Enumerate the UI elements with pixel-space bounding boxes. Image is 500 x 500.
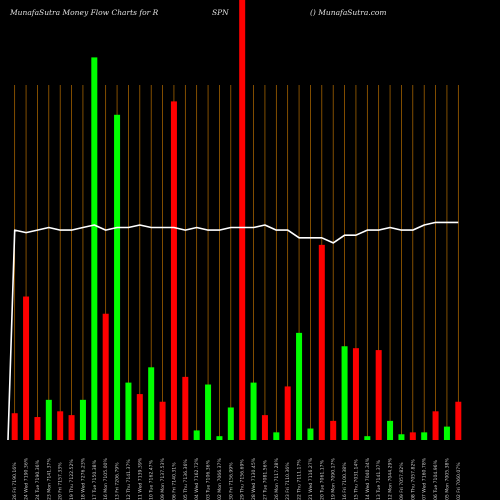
money-flow-bar xyxy=(91,57,98,441)
x-tick-label: 24 Wed 7190.36% xyxy=(24,457,30,500)
x-tick-label: 23 Fri 7110.36% xyxy=(285,462,291,500)
money-flow-bar xyxy=(432,411,439,440)
money-flow-bar xyxy=(23,296,30,440)
x-tick-label: 02 Fri 7060.07% xyxy=(456,462,462,500)
x-tick-label: 22 Thu 7111.17% xyxy=(297,459,303,500)
x-tick-label: 26 Fri 7190.16% xyxy=(12,462,18,500)
money-flow-bar xyxy=(182,376,189,440)
x-tick-label: 20 Tue 7061.17% xyxy=(319,459,325,500)
bars xyxy=(11,0,462,441)
money-flow-bar xyxy=(79,399,86,440)
grid-lines xyxy=(14,85,459,440)
money-flow-bar xyxy=(364,436,371,440)
money-flow-bar xyxy=(68,415,75,440)
money-flow-bar xyxy=(114,114,121,441)
x-tick-label: 18 Wed 7276.23% xyxy=(80,457,86,500)
money-flow-bar xyxy=(296,332,303,440)
x-tick-label: 16 Mon 7105.00% xyxy=(103,458,109,500)
money-flow-bar xyxy=(455,401,462,440)
money-flow-bar xyxy=(318,244,325,440)
x-tick-label: 08 Thu 7057.82% xyxy=(410,459,416,500)
money-flow-bar xyxy=(148,367,155,440)
money-flow-bar xyxy=(193,430,200,440)
money-flow-bar xyxy=(284,386,291,440)
money-flow-bar xyxy=(227,407,234,440)
x-tick-label: 02 Mon 7066.37% xyxy=(217,458,223,500)
x-tick-label: 11 Wed 7139.39% xyxy=(137,457,143,500)
money-flow-bar xyxy=(216,436,223,440)
chart-title-site: () MunafaSutra.com xyxy=(310,8,387,17)
money-flow-bar xyxy=(125,382,132,440)
x-tick-label: 09 Fri 7057.82% xyxy=(399,462,405,500)
money-flow-bar xyxy=(307,428,314,440)
money-flow-bar xyxy=(45,399,52,440)
money-flow-bar xyxy=(250,382,257,440)
x-tick-label: 05 Thu 7136.36% xyxy=(183,459,189,500)
x-tick-label: 30 Fri 7156.99% xyxy=(228,462,234,500)
x-tick-label: 20 Fri 7157.33% xyxy=(58,462,64,500)
x-tick-label: 09 Mon 7137.53% xyxy=(160,458,166,500)
x-tick-label: 15 Thu 7031.14% xyxy=(353,459,359,500)
x-tick-label: 24 Tue 7190.36% xyxy=(35,459,41,500)
x-tick-label: 23 Mon 7141.37% xyxy=(46,458,52,500)
x-tick-label: 07 Wed 7160.78% xyxy=(422,457,428,500)
x-tick-label: 03 Tue 7106.36% xyxy=(206,459,212,500)
x-tick-label: 19 Thu 7122.52% xyxy=(69,459,75,500)
money-flow-bar xyxy=(387,420,394,440)
x-tick-label: 13 Tue 7141.37% xyxy=(376,459,382,500)
x-tick-label: 17 Tue 7150.38% xyxy=(92,459,98,500)
x-tick-labels: 26 Fri 7190.16% 24 Wed 7190.36% 24 Tue 719… xyxy=(12,457,462,500)
x-tick-label: 13 Fri 7206.79% xyxy=(115,462,121,500)
money-flow-bar xyxy=(341,346,348,440)
money-flow-bar xyxy=(352,348,359,440)
money-flow-bar xyxy=(102,313,109,440)
money-flow-bar xyxy=(57,411,64,440)
x-tick-label: 16 Fri 7100.38% xyxy=(342,462,348,500)
money-flow-bar xyxy=(159,401,166,440)
x-tick-label: 05 Mon 7005.38% xyxy=(444,458,450,500)
chart-title-symbol: SPN xyxy=(212,8,229,17)
x-tick-label: 19 Mon 7090.17% xyxy=(331,458,337,500)
x-tick-label: 29 Thu 7156.69% xyxy=(240,459,246,500)
money-flow-bar xyxy=(136,394,143,440)
money-flow-bar xyxy=(239,0,246,440)
money-flow-bar xyxy=(330,420,337,440)
money-flow-bar xyxy=(273,432,280,440)
x-tick-label: 06 Tue 7104.96% xyxy=(433,459,439,500)
money-flow-bar xyxy=(398,434,405,440)
x-tick-label: 27 Tue 7081.56% xyxy=(262,459,268,500)
money-flow-bar xyxy=(409,432,416,440)
x-tick-label: 04 Wed 7162.72% xyxy=(194,457,200,500)
x-tick-label: 28 Wed 7130.45% xyxy=(251,457,257,500)
money-flow-bar xyxy=(421,432,428,440)
x-tick-label: 26 Mon 7117.28% xyxy=(274,458,280,500)
x-tick-label: 21 Wed 7116.27% xyxy=(308,457,314,500)
money-flow-bar xyxy=(11,413,18,440)
x-tick-label: 12 Mon 7044.29% xyxy=(388,458,394,500)
chart-title-left: MunafaSutra Money Flow Charts for R xyxy=(9,8,159,17)
money-flow-line-group xyxy=(7,221,459,441)
money-flow-bar xyxy=(170,101,177,441)
money-flow-bar xyxy=(205,384,212,440)
x-tick-label: 06 Fri 7140.31% xyxy=(171,462,177,500)
money-flow-bar xyxy=(375,350,382,440)
money-flow-line xyxy=(7,221,459,441)
x-tick-label: 12 Thu 7141.37% xyxy=(126,459,132,500)
x-tick-label: 10 Tue 7162.47% xyxy=(149,459,155,500)
money-flow-bar xyxy=(261,415,268,440)
money-flow-bar xyxy=(34,417,41,440)
money-flow-bar xyxy=(443,426,450,440)
x-tick-label: 14 Wed 7040.34% xyxy=(365,457,371,500)
